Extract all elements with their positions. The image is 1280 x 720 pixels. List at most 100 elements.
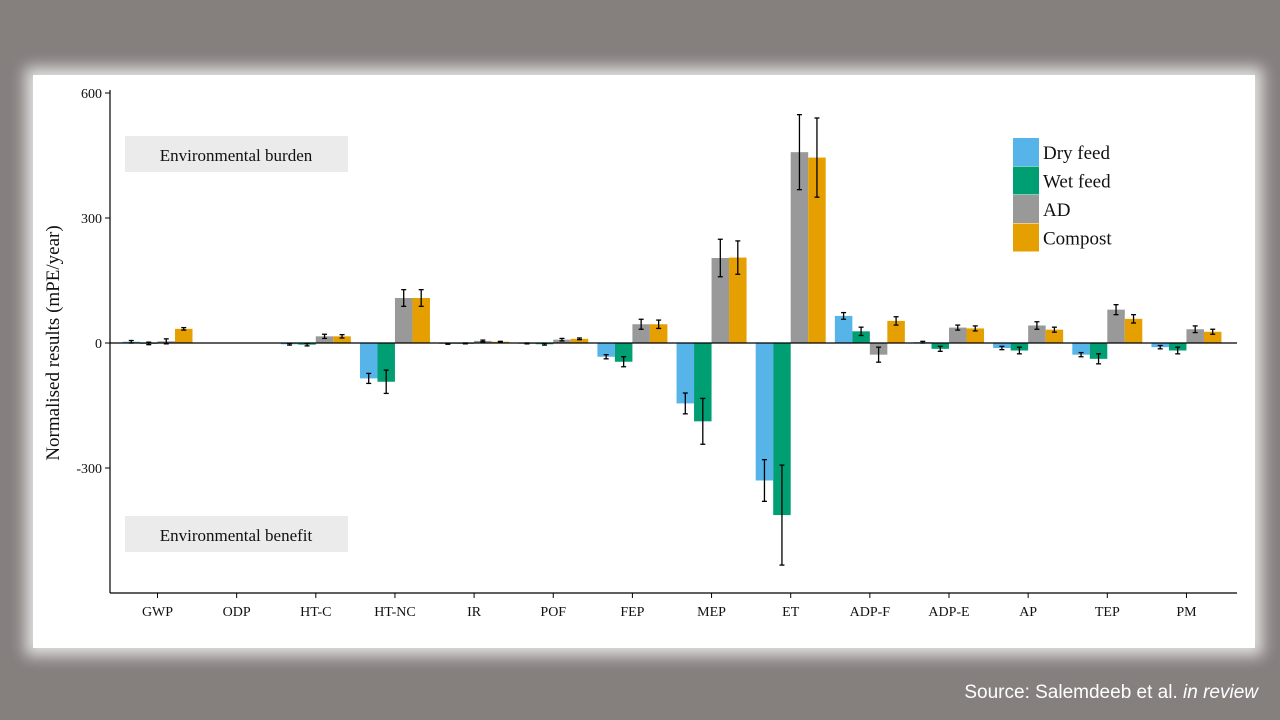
bar-dry-feed-ap [993,343,1011,348]
bar-compost-ht-nc [412,298,430,343]
error-bar [1175,346,1181,355]
bar-wet-feed-tep [1089,343,1108,359]
bar-ad-fep [632,324,650,343]
chart-panel: GWP ODP HT-C HT-NC IR POF FEP MEP ET ADP-F ADP-E AP… [33,75,1255,648]
error-bar [638,318,644,330]
error-bar [322,333,328,340]
legend: Dry feed Wet feed AD Compost [1013,138,1112,252]
error-bar [656,319,662,330]
source-prefix: Source: Salemdeeb et al. [964,682,1178,703]
error-bar [1157,344,1163,350]
x-tick-label: HT-C [300,605,331,620]
bar-ad-ht-nc [394,298,413,343]
error-bar [603,354,609,360]
axes-layer [109,90,1237,594]
error-bar [1192,325,1198,334]
legend-swatch-compost [1013,223,1039,252]
bar-compost-mep [729,257,747,343]
bar-ad-mep [711,258,730,343]
error-bar [366,372,372,385]
bar-ad-adp-e [949,327,967,343]
x-tick-label: ODP [223,605,251,620]
error-bar [1113,304,1119,316]
x-tick-label: FEP [620,605,644,620]
error-bar [621,356,627,368]
error-bar [1131,314,1137,324]
legend-label: Wet feed [1043,172,1111,193]
error-bar [761,459,767,502]
bar-dry-feed-fep [597,343,615,357]
error-bar [700,397,706,445]
bar-compost-et [808,157,826,343]
error-bar [1210,328,1216,335]
x-tick-label: GWP [142,605,173,620]
x-tick-label: ADP-E [928,605,969,620]
bar-wet-feed-fep [614,343,633,362]
y-axis-title: Normalised results (mPE/year) [43,225,64,460]
bar-compost-adp-f [887,320,905,343]
annotation-benefit: Environmental benefit [125,516,348,552]
error-bar [339,334,345,339]
bar-dry-feed-adp-f [834,315,853,343]
error-bar [955,324,961,331]
bar-compost-ht-c [333,336,351,343]
legend-swatch-dry-feed [1013,138,1039,166]
error-bar [497,340,503,343]
y-tick-label: 600 [81,87,102,102]
annotation-burden-text: Environmental burden [160,146,313,165]
legend-label: Compost [1043,229,1112,250]
bar-wet-feed-et [773,343,791,516]
bar-ad-et [790,152,809,343]
bars-layer [122,114,1222,566]
source-italic: in review [1183,682,1258,703]
y-tick-label: 300 [81,212,102,227]
error-bar [383,369,389,395]
bar-dry-feed-et [755,343,774,481]
bar-dry-feed-mep [676,343,695,404]
ticks-layer: GWP ODP HT-C HT-NC IR POF FEP MEP ET ADP-F ADP-E AP… [76,87,1197,620]
x-tick-label: AP [1019,605,1037,620]
error-bar [480,339,486,343]
bar-chart: GWP ODP HT-C HT-NC IR POF FEP MEP ET ADP-F ADP-E AP… [43,87,1237,620]
bar-wet-feed-mep [694,343,712,422]
error-bar [1096,353,1102,365]
error-bar [418,289,424,307]
bar-dry-feed-ht-nc [359,343,378,379]
bar-compost-tep [1124,318,1143,343]
x-tick-label: HT-NC [374,605,416,620]
error-bar [972,325,978,332]
error-bar [1078,351,1084,358]
error-bar [735,240,741,275]
bar-wet-feed-adp-f [852,331,870,343]
source-caption: Source: Salemdeeb et al. in review [964,682,1258,704]
bar-dry-feed-tep [1072,343,1090,355]
error-bar [559,337,565,342]
bar-compost-ap [1045,329,1064,343]
y-tick-label: 0 [95,337,102,352]
error-bar [858,326,864,337]
x-tick-label: ET [782,605,800,620]
error-bar [893,316,899,326]
error-bar [876,346,882,363]
bar-wet-feed-ht-nc [377,343,395,382]
error-bar [796,114,802,191]
x-tick-label: MEP [697,605,726,620]
error-bar [577,337,582,341]
error-bar [717,238,723,278]
legend-label: Dry feed [1043,143,1110,164]
error-bar [841,311,847,320]
error-bar [999,345,1005,351]
error-bar [1034,321,1040,330]
annotation-burden: Environmental burden [125,136,348,172]
x-tick-label: PM [1176,605,1197,620]
bar-ad-tep [1107,309,1125,343]
x-tick-label: IR [467,605,482,620]
bar-compost-pof [570,338,589,343]
bar-compost-gwp [175,328,193,343]
x-tick-label: POF [540,605,566,620]
x-tick-label: ADP-F [850,605,891,620]
bar-ad-pm [1186,329,1204,343]
bar-compost-fep [649,324,668,343]
error-bar [1051,326,1057,333]
bar-ad-ap [1028,325,1046,343]
